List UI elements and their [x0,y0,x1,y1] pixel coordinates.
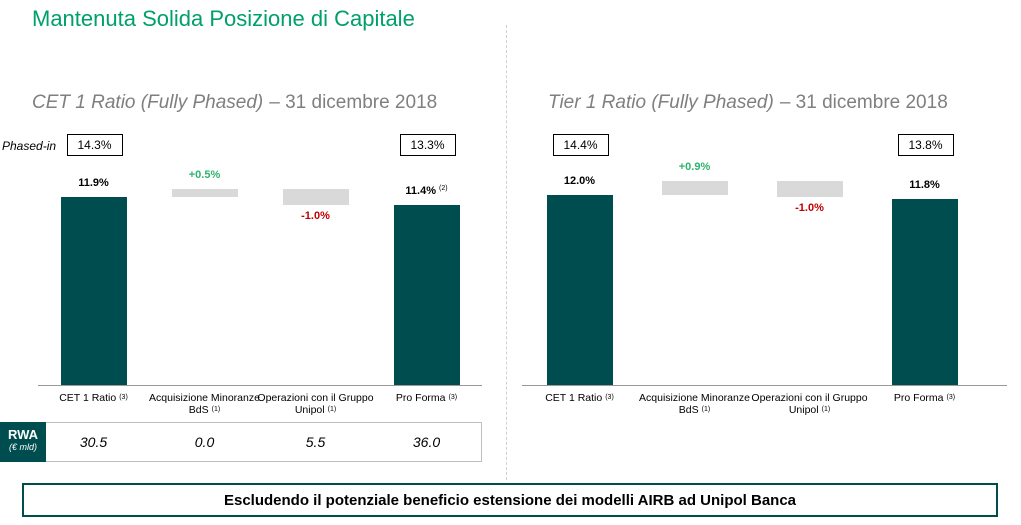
subtitle-main: CET 1 Ratio (Fully Phased) [32,92,264,113]
subtitle-date: – 31 dicembre 2018 [779,92,948,113]
rwa-label: RWA [7,427,39,442]
category-text: CET 1 Ratio [545,392,603,404]
chart-subtitle: Tier 1 Ratio (Fully Phased) – 31 dicembre… [548,92,948,114]
delta-bar [282,189,349,205]
delta-bar [171,189,238,197]
value-label: 11.8% [875,179,975,191]
category-note: (3) [119,394,128,401]
value-label: +0.9% [645,161,745,173]
value-label: +0.5% [155,169,255,181]
phased-in-box: 13.8% [897,134,954,156]
category-note: (3) [448,394,458,401]
value-text: 11.8% [909,178,940,191]
category-note: (1) [327,406,337,413]
slide-title: Mantenuta Solida Posizione di Capitale [32,6,415,31]
value-label: 11.9% [44,177,144,189]
phased-in-value: 13.8% [908,138,943,152]
value-text: 11.9% [78,176,109,189]
category-label: Pro Forma (3) [365,392,489,404]
category-label: CET 1 Ratio (3) [32,392,156,404]
total-bar [393,204,460,385]
category-label: Acquisizione Minoranze BdS (1) [143,392,267,416]
phased-in-value: 13.3% [410,138,445,152]
phased-in-value: 14.3% [77,138,112,152]
rwa-value: 0.0 [194,434,215,450]
chart-subtitle: CET 1 Ratio (Fully Phased) – 31 dicembre … [32,92,437,114]
value-text: -1.0% [795,201,824,214]
category-label: CET 1 Ratio (3) [518,392,642,404]
footer-text: Escludendo il potenziale beneficio esten… [223,491,797,509]
rwa-value: 36.0 [412,434,441,450]
category-label: Pro Forma (3) [863,392,987,404]
category-text: Pro Forma [893,392,944,404]
category-text: Acquisizione Minoranze BdS [149,392,260,416]
value-text: 11.4% [405,184,437,197]
value-text: 12.0% [563,175,596,188]
total-bar [546,195,613,385]
phased-in-box: 13.3% [399,134,456,156]
category-note: (3) [946,394,956,401]
x-axis [522,385,1007,386]
category-text: Operazioni con il Gruppo Unipol [257,392,374,416]
rwa-header: RWA (€ mld) [0,422,46,462]
rwa-unit: (€ mld) [8,442,37,452]
category-note: (1) [821,406,831,413]
phased-in-label: Phased-in [2,139,57,153]
category-text: Acquisizione Minoranze BdS [639,392,750,416]
category-label: Operazioni con il Gruppo Unipol (1) [254,392,378,416]
delta-bar [776,181,843,197]
rwa-value: 30.5 [79,434,108,450]
category-label: Operazioni con il Gruppo Unipol (1) [748,392,872,416]
footer-box: Escludendo il potenziale beneficio esten… [22,483,998,517]
total-bar [60,196,127,385]
value-text: +0.9% [678,161,711,174]
value-label: -1.0% [760,202,860,214]
subtitle-date: – 31 dicembre 2018 [269,92,438,113]
category-note: (3) [605,394,614,401]
subtitle-main: Tier 1 Ratio (Fully Phased) [548,92,774,113]
phased-in-box: 14.3% [66,134,123,156]
phased-in-value: 14.4% [563,138,598,152]
category-text: Pro Forma [395,392,446,404]
separator [506,25,507,480]
phased-in-box: 14.4% [552,134,609,156]
category-text: Operazioni con il Gruppo Unipol [751,392,868,416]
rwa-value: 5.5 [305,434,326,450]
x-axis [38,385,482,386]
category-text: CET 1 Ratio [59,392,117,404]
value-text: -1.0% [301,209,330,222]
category-note: (1) [701,406,711,413]
rwa-table [46,422,482,462]
value-note: (2) [439,184,448,192]
value-label: -1.0% [266,210,366,222]
total-bar [891,198,958,385]
category-label: Acquisizione Minoranze BdS (1) [633,392,757,416]
value-label: 12.0% [530,175,630,187]
value-text: +0.5% [188,169,221,182]
delta-bar [661,181,728,196]
category-note: (1) [211,406,221,413]
value-label: 11.4% (2) [377,185,477,197]
